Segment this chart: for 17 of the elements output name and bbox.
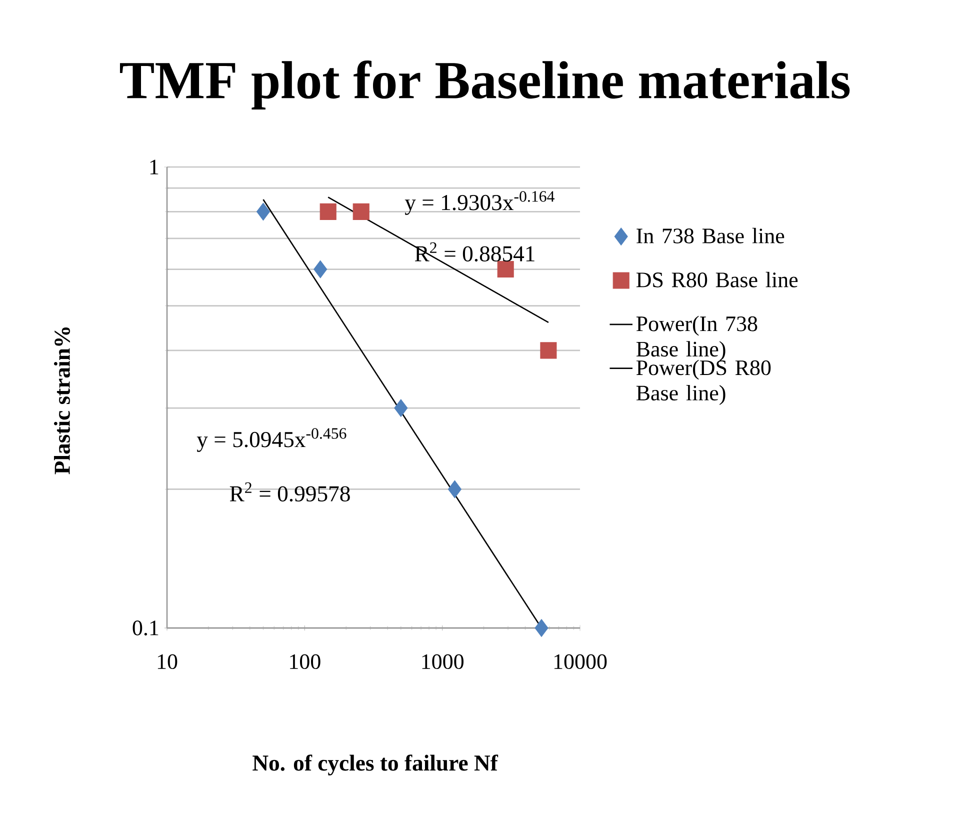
x-tick-label: 100 — [290, 654, 320, 670]
x-tick-label: 1000 — [422, 654, 464, 670]
x-tick-label: 10000 — [554, 654, 607, 670]
x-axis-title: No. of cycles to failure Nf — [252, 754, 498, 776]
x-tick-label: 10 — [158, 654, 178, 670]
legend-label: In 738 Base line — [636, 228, 784, 244]
y-axis-title: Plastic strain% — [54, 328, 70, 474]
legend-label: Power(DS R80 Base line) — [636, 360, 771, 405]
y-tick-label: 0.1 — [132, 620, 158, 636]
chart-title: TMF plot for Baseline materials — [120, 60, 850, 110]
annotation: R$^{2}$ = 0.88541 — [414, 242, 534, 262]
annotation: R$^{2}$ = 0.99578 — [230, 482, 350, 502]
annotation: y = 1.9303x$^{-0.164}$ — [404, 191, 554, 215]
y-tick-label: 1 — [150, 160, 158, 174]
annotation: y = 5.0945x$^{-0.456}$ — [196, 428, 346, 452]
legend-label: Power(In 738 Base line) — [636, 316, 758, 362]
legend-label: DS R80 Base line — [636, 272, 798, 288]
